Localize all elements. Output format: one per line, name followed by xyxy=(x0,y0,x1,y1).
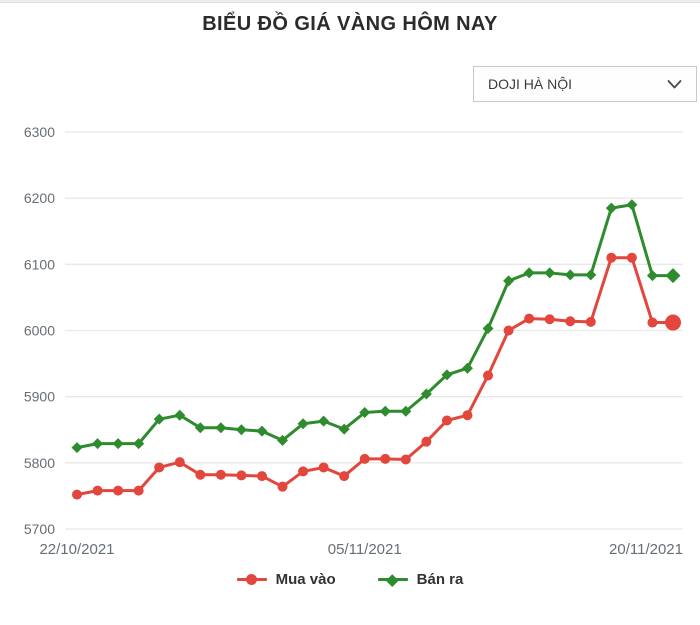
legend-label: Mua vào xyxy=(275,571,336,588)
data-point-marker[interactable] xyxy=(544,267,556,279)
data-point-marker[interactable] xyxy=(153,413,165,425)
data-point-marker[interactable] xyxy=(194,422,206,434)
data-point-marker[interactable] xyxy=(606,252,617,263)
data-point-marker[interactable] xyxy=(339,471,350,482)
y-axis-tick-label: 6100 xyxy=(24,256,55,272)
data-point-marker[interactable] xyxy=(133,438,145,450)
data-point-marker[interactable] xyxy=(483,370,494,381)
data-point-marker[interactable] xyxy=(235,424,247,436)
data-point-marker[interactable] xyxy=(92,438,104,450)
data-point-marker[interactable] xyxy=(256,425,268,437)
data-point-marker[interactable] xyxy=(400,405,412,417)
data-point-marker[interactable] xyxy=(297,418,309,430)
data-point-marker[interactable] xyxy=(585,316,596,327)
x-axis-tick-label: 05/11/2021 xyxy=(328,541,402,558)
y-axis-tick-label: 5800 xyxy=(24,455,55,471)
data-point-marker[interactable] xyxy=(665,268,681,284)
y-axis-tick-label: 6300 xyxy=(24,124,55,140)
data-point-marker[interactable] xyxy=(318,415,330,427)
data-point-marker[interactable] xyxy=(256,471,267,482)
data-point-marker[interactable] xyxy=(626,199,638,211)
data-point-marker[interactable] xyxy=(133,485,144,496)
data-point-marker[interactable] xyxy=(195,469,206,480)
y-axis-tick-label: 5900 xyxy=(24,389,55,405)
top-edge-divider xyxy=(0,0,700,3)
data-point-marker[interactable] xyxy=(72,489,82,500)
data-point-marker[interactable] xyxy=(380,453,391,464)
data-point-marker[interactable] xyxy=(113,485,124,496)
data-point-marker[interactable] xyxy=(585,269,597,281)
data-point-marker[interactable] xyxy=(421,436,432,447)
data-point-marker[interactable] xyxy=(523,267,535,279)
data-point-marker[interactable] xyxy=(441,369,453,381)
data-point-marker[interactable] xyxy=(565,316,576,327)
legend-item-mua-vao[interactable]: Mua vào xyxy=(236,571,336,588)
data-point-marker[interactable] xyxy=(359,407,371,419)
data-point-marker[interactable] xyxy=(665,314,681,331)
circle-marker-icon xyxy=(236,573,267,587)
exchange-dropdown[interactable]: DOJI HÀ NỘI xyxy=(473,66,697,102)
data-point-marker[interactable] xyxy=(626,252,637,263)
data-point-marker[interactable] xyxy=(154,462,165,473)
series-line-ban-ra xyxy=(75,203,675,450)
data-point-marker[interactable] xyxy=(646,270,658,282)
data-point-marker[interactable] xyxy=(647,317,658,328)
y-axis-tick-label: 5700 xyxy=(24,521,55,537)
data-point-marker[interactable] xyxy=(174,409,186,421)
data-point-marker[interactable] xyxy=(236,470,247,481)
data-point-marker[interactable] xyxy=(174,457,185,468)
gold-price-chart: 6300 6200 6100 6000 5900 5800 5700 22/10/2021 05… xyxy=(24,124,683,558)
data-point-marker[interactable] xyxy=(564,269,576,281)
x-axis-tick-label: 20/11/2021 xyxy=(609,541,683,558)
data-point-marker[interactable] xyxy=(400,454,411,465)
series-line-mua-vao xyxy=(75,256,675,497)
legend-item-ban-ra[interactable]: Bán ra xyxy=(377,571,464,588)
data-point-marker[interactable] xyxy=(379,405,391,417)
x-axis-tick-label: 22/10/2021 xyxy=(39,541,114,558)
page-title: BIỂU ĐỒ GIÁ VÀNG HÔM NAY xyxy=(202,13,498,35)
data-point-marker[interactable] xyxy=(482,323,494,335)
data-point-marker[interactable] xyxy=(441,415,452,426)
data-point-marker[interactable] xyxy=(503,325,514,336)
data-point-marker[interactable] xyxy=(462,410,473,421)
y-axis-tick-label: 6000 xyxy=(24,323,55,339)
data-point-marker[interactable] xyxy=(461,362,473,374)
data-point-marker[interactable] xyxy=(92,485,103,496)
data-point-marker[interactable] xyxy=(544,314,555,325)
data-point-marker[interactable] xyxy=(605,202,617,214)
exchange-dropdown-value: DOJI HÀ NỘI xyxy=(488,76,573,92)
data-point-marker[interactable] xyxy=(420,388,432,400)
chart-legend: Mua vào Bán ra xyxy=(0,571,700,588)
data-point-marker[interactable] xyxy=(503,275,515,287)
data-point-marker[interactable] xyxy=(524,313,535,324)
legend-label: Bán ra xyxy=(416,571,464,588)
data-point-marker[interactable] xyxy=(298,466,309,477)
diamond-marker-icon xyxy=(377,573,408,587)
data-point-marker[interactable] xyxy=(71,442,83,454)
data-point-marker[interactable] xyxy=(338,423,350,435)
data-point-marker[interactable] xyxy=(318,462,329,473)
data-point-marker[interactable] xyxy=(215,469,226,480)
data-point-marker[interactable] xyxy=(112,438,124,450)
chevron-down-icon xyxy=(667,79,682,88)
data-point-marker[interactable] xyxy=(359,453,370,464)
data-point-marker[interactable] xyxy=(215,422,227,434)
y-axis-tick-label: 6200 xyxy=(24,190,55,206)
data-point-marker[interactable] xyxy=(277,481,288,492)
data-point-marker[interactable] xyxy=(277,434,289,446)
